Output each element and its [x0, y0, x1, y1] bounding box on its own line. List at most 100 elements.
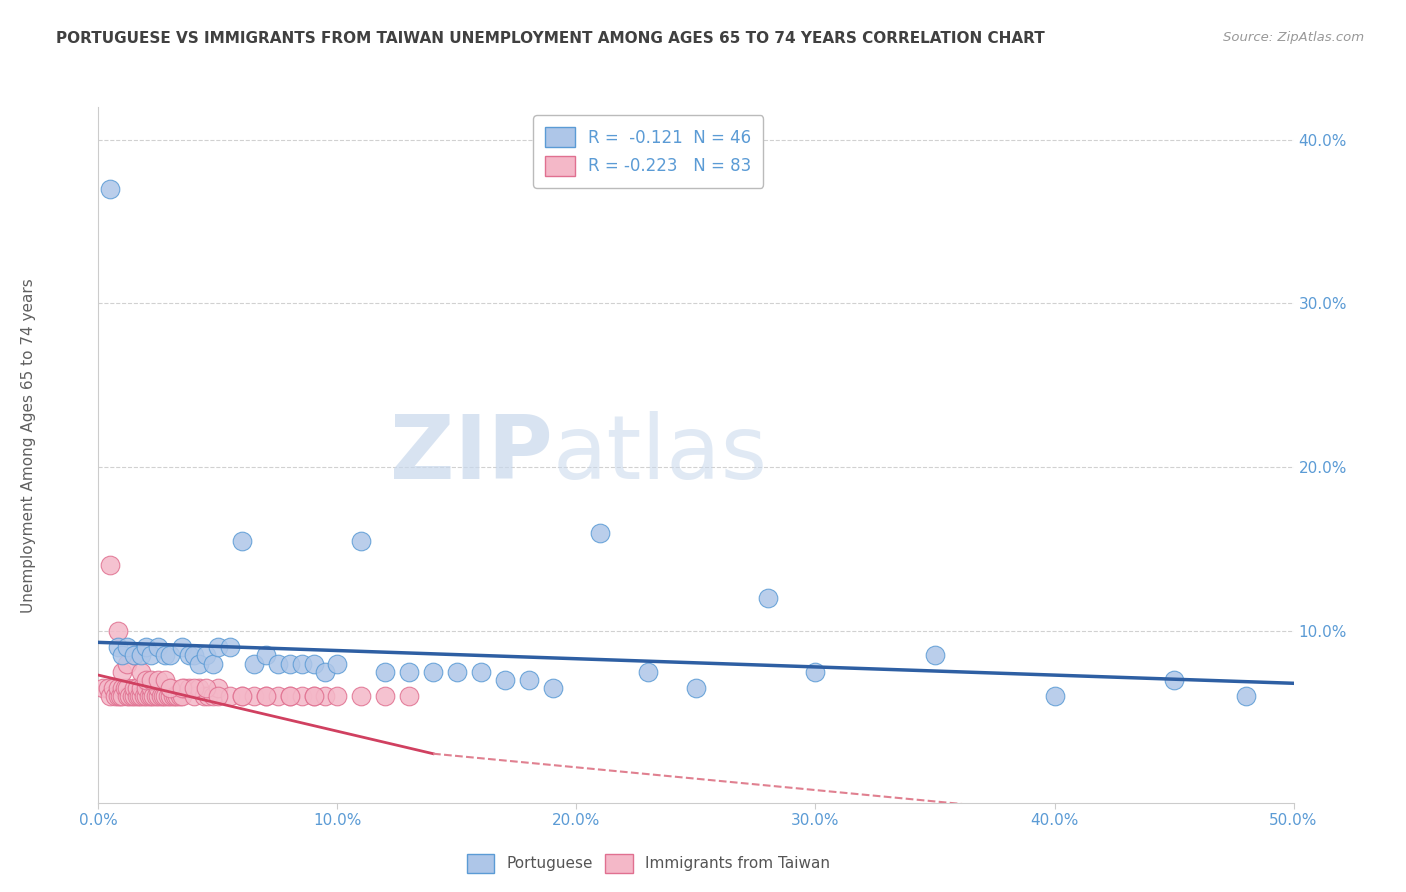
Point — [124, 681, 146, 696]
Point — [315, 690, 337, 704]
Point — [155, 673, 177, 687]
Text: atlas: atlas — [553, 411, 768, 499]
Point — [145, 690, 167, 704]
Point — [107, 681, 129, 696]
Point — [207, 690, 229, 704]
Point — [135, 673, 157, 687]
Point — [159, 648, 181, 663]
Point — [207, 640, 229, 655]
Point — [169, 690, 191, 704]
Point — [398, 665, 420, 679]
Point — [194, 648, 217, 663]
Point — [149, 690, 172, 704]
Point — [172, 690, 194, 704]
Point — [470, 665, 492, 679]
Point — [131, 690, 153, 704]
Point — [207, 681, 229, 696]
Point — [148, 640, 170, 655]
Point — [98, 690, 122, 704]
Point — [139, 681, 162, 696]
Point — [172, 681, 194, 696]
Point — [267, 657, 290, 671]
Point — [115, 690, 138, 704]
Point — [1043, 690, 1066, 704]
Point — [135, 690, 157, 704]
Legend: Portuguese, Immigrants from Taiwan: Portuguese, Immigrants from Taiwan — [461, 847, 835, 879]
Point — [135, 640, 157, 655]
Point — [589, 525, 612, 540]
Point — [111, 690, 134, 704]
Point — [422, 665, 444, 679]
Point — [139, 673, 162, 687]
Point — [302, 657, 325, 671]
Point — [290, 690, 312, 704]
Text: Unemployment Among Ages 65 to 74 years: Unemployment Among Ages 65 to 74 years — [21, 278, 35, 614]
Point — [202, 690, 225, 704]
Point — [91, 681, 114, 696]
Point — [637, 665, 659, 679]
Point — [219, 690, 242, 704]
Point — [541, 681, 564, 696]
Point — [243, 657, 266, 671]
Point — [162, 690, 184, 704]
Point — [115, 640, 138, 655]
Point — [111, 681, 134, 696]
Point — [326, 657, 349, 671]
Point — [108, 690, 131, 704]
Point — [124, 648, 146, 663]
Point — [155, 690, 177, 704]
Point — [183, 690, 205, 704]
Point — [194, 681, 217, 696]
Point — [125, 690, 148, 704]
Point — [290, 657, 312, 671]
Point — [139, 690, 162, 704]
Point — [243, 690, 266, 704]
Point — [193, 690, 215, 704]
Point — [155, 648, 177, 663]
Point — [278, 657, 301, 671]
Point — [231, 533, 253, 548]
Point — [98, 558, 122, 573]
Point — [804, 665, 827, 679]
Point — [124, 690, 146, 704]
Point — [111, 648, 134, 663]
Point — [148, 673, 170, 687]
Point — [267, 690, 290, 704]
Point — [374, 665, 396, 679]
Point — [173, 681, 195, 696]
Point — [172, 640, 194, 655]
Point — [231, 690, 253, 704]
Point — [152, 690, 174, 704]
Point — [219, 640, 242, 655]
Point — [148, 690, 170, 704]
Point — [107, 690, 129, 704]
Point — [494, 673, 516, 687]
Point — [114, 681, 136, 696]
Point — [1234, 690, 1257, 704]
Point — [179, 648, 201, 663]
Point — [163, 690, 186, 704]
Point — [197, 690, 219, 704]
Point — [125, 681, 148, 696]
Point — [231, 690, 253, 704]
Point — [128, 690, 150, 704]
Point — [131, 681, 153, 696]
Point — [187, 681, 209, 696]
Point — [183, 681, 205, 696]
Point — [148, 681, 170, 696]
Point — [278, 690, 301, 704]
Point — [302, 690, 325, 704]
Point — [111, 665, 134, 679]
Point — [685, 681, 707, 696]
Point — [156, 690, 179, 704]
Point — [107, 640, 129, 655]
Point — [138, 690, 160, 704]
Point — [132, 690, 155, 704]
Point — [350, 690, 373, 704]
Point — [159, 681, 181, 696]
Point — [124, 648, 146, 663]
Point — [101, 681, 124, 696]
Point — [254, 690, 277, 704]
Point — [142, 690, 165, 704]
Point — [302, 690, 325, 704]
